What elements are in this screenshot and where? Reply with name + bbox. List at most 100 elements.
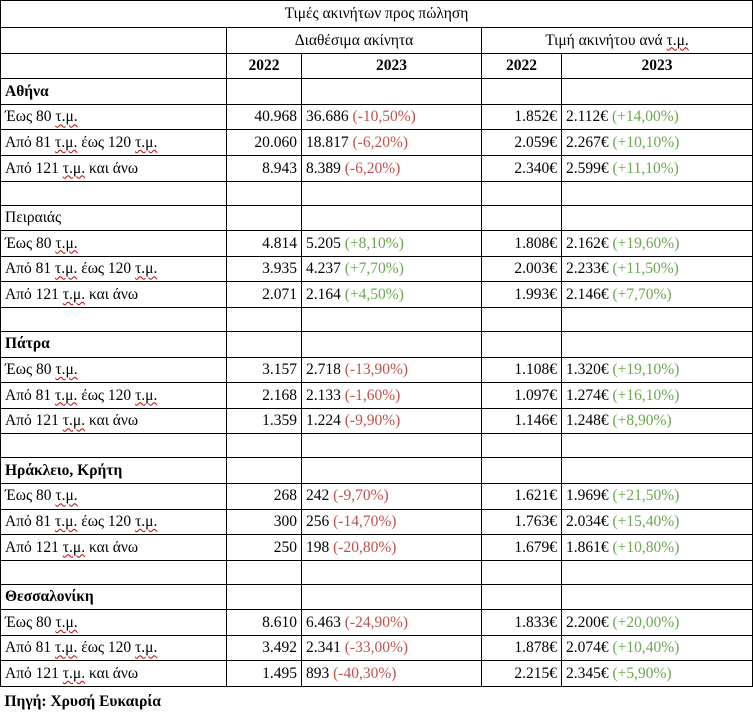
available-2022: 8.610 [226,609,302,636]
price-2023-value: 1.248€ [566,412,609,430]
available-2023: 242 (-9,70%) [301,482,482,510]
empty-cell [481,559,562,585]
size-label: Από 121 τ.μ. και άνω [0,660,227,688]
city-row: Αθήνα [0,78,753,105]
available-2023: 2.164 (+4,50%) [301,281,482,308]
empty-cell [560,204,753,232]
price-2023-value: 2.345€ [566,665,609,683]
available-change: (-14,70%) [333,513,397,531]
available-2022: 8.943 [226,154,302,182]
available-2023-value: 18.817 [306,133,349,151]
price-change: (+19,10%) [612,361,680,379]
empty-cell [481,330,562,358]
empty-cell [560,559,753,585]
price-2023: 1.274€ (+16,10%) [560,382,753,409]
price-2023-value: 1.969€ [566,487,609,505]
available-change: (-40,30%) [333,665,397,683]
available-2023-header: 2023 [301,52,482,80]
size-label: Από 81 τ.μ. έως 120 τ.μ. [0,634,227,662]
price-change: (+7,70%) [612,285,672,303]
empty-cell [226,306,302,332]
size-label-text: Έως 80 τ.μ. [5,361,78,379]
price-change: (+16,10%) [612,386,680,404]
empty-cell [560,433,753,459]
size-label-text: Από 121 τ.μ. και άνω [5,665,139,683]
available-2023: 2.718 (-13,90%) [301,356,482,384]
city-name: Αθήνα [0,78,227,105]
available-2023: 8.389 (-6,20%) [301,154,482,182]
price-2023: 2.162€ (+19,60%) [560,230,753,257]
price-2023-value: 2.162€ [566,234,609,252]
city-row: Πειραιάς [0,204,753,232]
table-row: Έως 80 τ.μ. 3.157 2.718 (-13,90%) 1.108€ 1.3… [0,356,753,384]
empty-cell [481,457,562,484]
size-label: Έως 80 τ.μ. [0,103,227,131]
size-label: Έως 80 τ.μ. [0,609,227,636]
size-label-text: Από 81 τ.μ. έως 120 τ.μ. [5,639,158,657]
price-2022: 1.852€ [481,103,562,131]
available-2022-header: 2022 [226,52,302,80]
table-row: Από 121 τ.μ. και άνω 250 198 (-20,80%) 1.67… [0,534,753,561]
empty-cell [301,433,482,459]
size-label-text: Έως 80 τ.μ. [5,487,78,505]
price-2023: 1.248€ (+8,90%) [560,407,753,435]
city-row: Θεσσαλονίκη [0,583,753,611]
size-label-text: Από 81 τ.μ. έως 120 τ.μ. [5,386,158,404]
size-label: Από 121 τ.μ. και άνω [0,281,227,308]
source-row: Πηγή: Χρυσή Ευκαιρία [1,687,753,714]
price-2022: 1.993€ [481,281,562,308]
available-2023-value: 4.237 [306,260,341,278]
available-header: Διαθέσιμα ακίνητα [226,27,482,54]
size-label-text: Από 121 τ.μ. και άνω [5,538,139,556]
empty-cell [0,306,227,332]
available-2023-value: 2.164 [306,285,341,303]
price-change: (+5,90%) [612,665,672,683]
table-row: Από 81 τ.μ. έως 120 τ.μ. 3.935 4.237 (+7,7… [0,255,753,283]
city-row: Ηράκλειο, Κρήτη [0,457,753,484]
available-2022: 250 [226,534,302,561]
size-label-text: Από 121 τ.μ. και άνω [5,159,139,177]
size-label-text: Έως 80 τ.μ. [5,234,78,252]
price-2023-value: 2.034€ [566,513,609,531]
price-2023: 2.599€ (+11,10%) [560,154,753,182]
size-label-text: Από 121 τ.μ. και άνω [5,412,139,430]
size-label: Έως 80 τ.μ. [0,356,227,384]
available-2022: 1.495 [226,660,302,688]
spacer-row [0,433,753,459]
price-2023-value: 2.200€ [566,613,609,631]
price-2023: 1.861€ (+10,80%) [560,534,753,561]
price-change: (+11,10%) [612,159,679,177]
available-2023-value: 6.463 [306,613,341,631]
price-2022: 1.097€ [481,382,562,409]
empty-cell [301,583,482,611]
spacer-row [0,559,753,585]
price-change: (+10,10%) [612,133,680,151]
available-change: (+4,50%) [344,285,404,303]
city-name: Ηράκλειο, Κρήτη [0,457,227,484]
empty-cell [301,180,482,206]
available-2022: 268 [226,482,302,510]
available-2023: 36.686 (-10,50%) [301,103,482,131]
price-2022: 1.833€ [481,609,562,636]
empty-cell [226,583,302,611]
empty-cell [0,180,227,206]
price-2023-value: 2.074€ [566,639,609,657]
price-2023: 2.146€ (+7,70%) [560,281,753,308]
available-2023-value: 256 [306,513,330,531]
price-2023-value: 2.233€ [566,260,609,278]
price-change: (+10,80%) [612,538,680,556]
size-label-text: Από 81 τ.μ. έως 120 τ.μ. [5,133,158,151]
title-row: Τιμές ακινήτων προς πώληση [0,0,753,28]
available-2023-value: 2.133 [306,386,341,404]
size-label: Έως 80 τ.μ. [0,482,227,510]
city-name: Πειραιάς [0,204,227,232]
available-2023: 2.341 (-33,00%) [301,634,482,662]
empty-cell [481,306,562,332]
available-change: (-10,50%) [352,108,416,126]
price-2023-value: 2.599€ [566,159,609,177]
available-2023-value: 242 [306,487,330,505]
price-change: (+8,90%) [612,412,672,430]
empty-cell [301,457,482,484]
table-row: Έως 80 τ.μ. 268 242 (-9,70%) 1.621€ 1.969€ (… [0,482,753,510]
